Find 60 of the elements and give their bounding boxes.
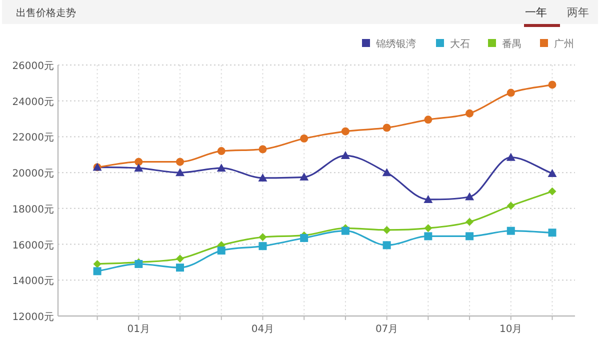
point: [424, 194, 433, 203]
point: [300, 234, 308, 242]
y-tick-label: 20000元: [12, 168, 54, 180]
point: [176, 168, 185, 176]
point: [134, 164, 144, 172]
legend-label: 大石: [450, 38, 470, 50]
point: [340, 151, 350, 160]
point: [176, 158, 184, 166]
point: [217, 147, 226, 156]
point: [548, 228, 556, 237]
point: [466, 232, 474, 240]
y-tick-label: 14000元: [12, 276, 54, 288]
point: [382, 226, 391, 234]
point: [506, 202, 515, 210]
x-tick-label: 10月: [500, 324, 522, 335]
point: [548, 168, 557, 177]
legend-label: 锦绣银湾: [375, 38, 416, 50]
point: [466, 218, 474, 226]
point: [506, 226, 515, 235]
point: [506, 88, 515, 97]
point: [176, 254, 184, 263]
point: [382, 124, 391, 132]
point: [424, 116, 432, 124]
x-tick-label: 01月: [127, 324, 150, 335]
text: 两年: [567, 6, 589, 19]
point: [258, 242, 267, 250]
y-tick-label: 12000元: [12, 312, 54, 323]
point: [176, 264, 184, 272]
point: [217, 246, 226, 255]
legend-label: 番禺: [502, 38, 522, 50]
point: [300, 134, 308, 143]
point: [465, 192, 474, 200]
point: [382, 241, 391, 250]
point: [258, 173, 268, 182]
point: [258, 145, 267, 154]
y-tick-label: 22000元: [12, 132, 54, 144]
point: [548, 187, 556, 196]
point: [506, 152, 516, 161]
point: [341, 226, 350, 235]
y-tick-label: 18000元: [12, 204, 54, 216]
point: [93, 267, 102, 276]
point: [216, 164, 226, 172]
chart-title: 出售价格走势: [16, 7, 76, 19]
point: [300, 172, 309, 181]
y-tick-label: 16000元: [12, 240, 54, 252]
point: [548, 80, 556, 89]
point: [258, 233, 267, 242]
legend-label: 广州: [554, 38, 574, 50]
point: [424, 224, 432, 232]
text: 一年: [525, 6, 547, 19]
y-tick-label: 26000元: [12, 61, 54, 72]
point: [424, 232, 432, 240]
point: [93, 260, 102, 268]
point: [134, 158, 143, 166]
point: [466, 109, 474, 118]
point: [341, 127, 350, 136]
point: [382, 168, 392, 176]
x-tick-label: 04月: [251, 324, 274, 335]
y-tick-label: 24000元: [12, 96, 54, 108]
x-tick-label: 07月: [375, 324, 398, 335]
